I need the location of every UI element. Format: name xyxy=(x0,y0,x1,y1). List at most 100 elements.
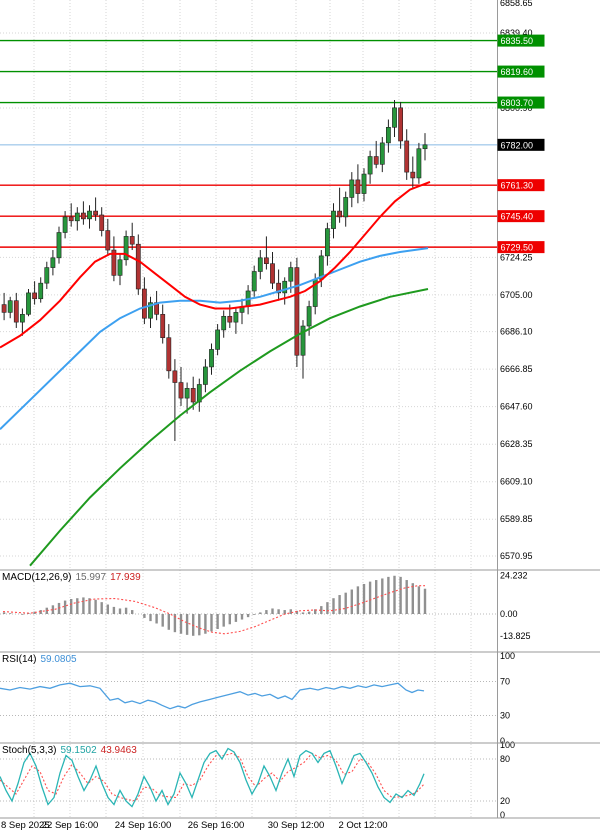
time-axis-label: 22 Sep 16:00 xyxy=(42,820,99,830)
price-level-badge-label: 6729.50 xyxy=(501,243,534,253)
price-axis-label: 6686.10 xyxy=(500,327,533,337)
rsi-axis-label: 70 xyxy=(500,677,510,687)
price-level-badge xyxy=(497,179,545,192)
price-axis-label: 6839.40 xyxy=(500,28,533,38)
ma-red-line xyxy=(0,180,431,349)
candle-body xyxy=(203,366,208,385)
candle-body xyxy=(398,107,403,142)
time-axis-label: 30 Sep 12:00 xyxy=(268,820,325,830)
candle-body xyxy=(111,249,117,276)
price-axis-label: 6570.95 xyxy=(500,551,533,561)
price-level-badges: 6835.50 6819.60 6803.70 6761.30 6745.40 6729.… xyxy=(497,34,545,254)
candle-body xyxy=(184,388,190,399)
macd-axis-label: -13.825 xyxy=(500,631,531,641)
candle-body xyxy=(7,300,13,313)
rsi-line xyxy=(0,682,425,710)
candle-body xyxy=(263,257,269,264)
candles-group xyxy=(1,100,428,441)
candle-body xyxy=(343,197,349,218)
macd-signal-value: 17.939 xyxy=(110,572,141,583)
moving-averages xyxy=(0,180,431,567)
macd-name: MACD(12,26,9) xyxy=(2,572,72,583)
candle-body xyxy=(87,210,92,220)
candle-body xyxy=(215,329,220,350)
candle-body xyxy=(160,314,166,339)
candle-body xyxy=(50,257,56,268)
candle-body xyxy=(117,259,123,276)
candle-body xyxy=(227,315,233,323)
time-axis-label: 26 Sep 16:00 xyxy=(188,820,245,830)
candle-body xyxy=(99,214,105,231)
candle-body xyxy=(324,228,330,257)
candle-body xyxy=(410,171,416,179)
stoch-axis-label: 80 xyxy=(500,754,510,764)
candle-body xyxy=(1,304,7,313)
candle-body xyxy=(148,302,153,319)
candle-body xyxy=(404,140,410,173)
rsi-name: RSI(14) xyxy=(2,654,37,665)
macd-panel: 24.232 0.00 -13.825 xyxy=(0,571,531,641)
candle-body xyxy=(392,107,397,128)
stoch-panel: 100 80 20 0 xyxy=(0,740,515,820)
stoch-d-value: 43.9463 xyxy=(100,745,137,756)
rsi-indicator-label: RSI(14) 59.0805 xyxy=(2,654,77,665)
price-gridlines xyxy=(0,32,497,557)
candle-body xyxy=(81,212,86,220)
candle-body xyxy=(19,314,25,323)
candle-body xyxy=(74,212,80,222)
price-level-badge xyxy=(497,96,545,109)
stoch-name: Stoch(5,3,3) xyxy=(2,745,57,756)
candle-body xyxy=(32,292,37,300)
candle-body xyxy=(416,148,422,179)
candle-body xyxy=(166,337,172,372)
candle-body xyxy=(123,236,129,261)
candle-body xyxy=(62,216,68,233)
candle-body xyxy=(178,382,184,399)
candle-body xyxy=(282,280,288,294)
candle-body xyxy=(209,349,214,368)
candle-body xyxy=(306,306,312,327)
macd-axis-label: 24.232 xyxy=(500,571,528,581)
macd-main-value: 15.997 xyxy=(75,572,107,583)
price-axis-label: 6609.10 xyxy=(500,477,533,487)
price-axis-label: 6858.65 xyxy=(500,0,533,8)
candle-body xyxy=(422,144,428,150)
macd-indicator-label: MACD(12,26,9) 15.997 17.939 xyxy=(2,572,141,583)
candle-body xyxy=(355,179,361,194)
price-level-badge xyxy=(497,34,545,47)
stoch-axis-label: 20 xyxy=(500,796,510,806)
candle-body xyxy=(44,267,50,284)
candle-body xyxy=(379,142,385,165)
candle-body xyxy=(233,312,239,323)
price-level-badge-label: 6745.40 xyxy=(501,212,534,222)
stoch-indicator-label: Stoch(5,3,3) 59.1502 43.9463 xyxy=(2,745,137,756)
candle-body xyxy=(190,388,196,403)
candle-body xyxy=(105,230,111,251)
price-level-badge xyxy=(497,210,545,223)
rsi-panel: 100 70 30 0 xyxy=(0,651,515,746)
candle-body xyxy=(221,315,227,331)
candle-body xyxy=(13,300,19,323)
stoch-k-value: 59.1502 xyxy=(60,745,97,756)
candle-body xyxy=(142,288,147,319)
candle-body xyxy=(288,267,294,282)
candle-body xyxy=(361,173,367,194)
macd-signal-line xyxy=(2,585,425,635)
candle-body xyxy=(172,370,178,383)
price-axis-label: 6628.35 xyxy=(500,439,533,449)
price-axis-label: 6589.85 xyxy=(500,514,533,524)
price-level-badge xyxy=(497,241,545,254)
stoch-axis-label: 0 xyxy=(500,810,505,820)
time-axis-label: 24 Sep 16:00 xyxy=(115,820,172,830)
price-level-badge xyxy=(497,65,545,78)
rsi-axis-label: 100 xyxy=(500,651,515,661)
candle-body xyxy=(129,236,135,245)
rsi-value: 59.0805 xyxy=(40,654,77,665)
macd-axis-label: 0.00 xyxy=(500,609,518,619)
candle-body xyxy=(270,263,275,284)
time-axis-label: 2 Oct 12:00 xyxy=(338,820,387,830)
candle-body xyxy=(257,257,263,272)
